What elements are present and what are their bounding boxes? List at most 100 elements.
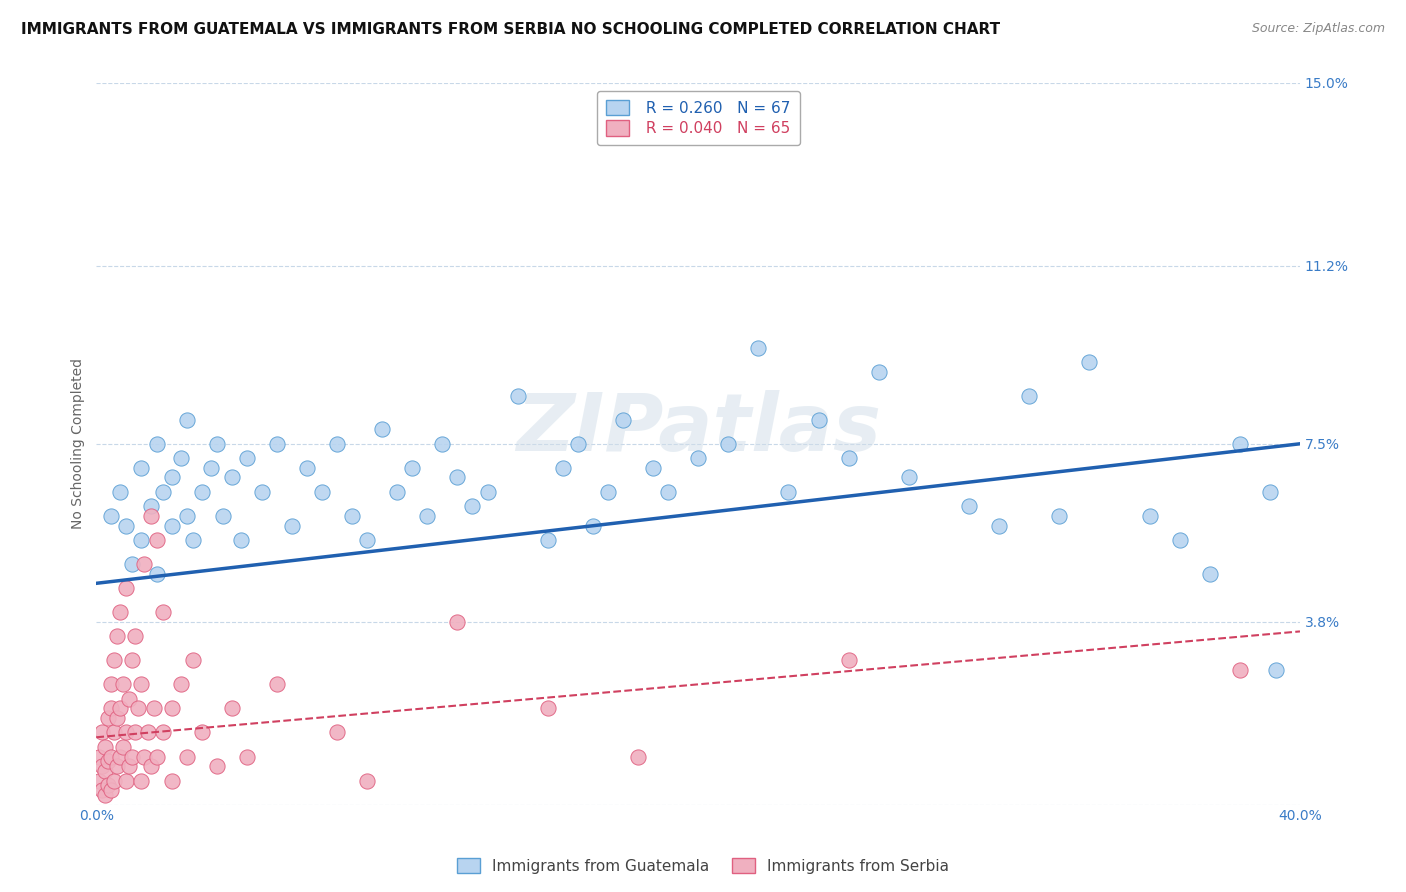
- Point: [897, 470, 920, 484]
- Point: [97, 754, 120, 768]
- Point: [567, 437, 589, 451]
- Point: [627, 749, 650, 764]
- Point: [97, 778, 120, 792]
- Point: [205, 437, 228, 451]
- Point: [221, 470, 243, 484]
- Point: [121, 749, 143, 764]
- Point: [582, 518, 605, 533]
- Point: [115, 725, 138, 739]
- Point: [160, 518, 183, 533]
- Point: [176, 749, 198, 764]
- Point: [446, 615, 468, 629]
- Point: [169, 451, 191, 466]
- Point: [131, 460, 153, 475]
- Point: [221, 701, 243, 715]
- Point: [250, 484, 273, 499]
- Point: [115, 773, 138, 788]
- Point: [838, 653, 860, 667]
- Point: [311, 484, 333, 499]
- Point: [356, 773, 378, 788]
- Point: [387, 484, 409, 499]
- Point: [446, 470, 468, 484]
- Point: [957, 500, 980, 514]
- Point: [1047, 508, 1070, 523]
- Point: [100, 508, 122, 523]
- Point: [211, 508, 233, 523]
- Point: [1229, 437, 1251, 451]
- Point: [160, 773, 183, 788]
- Point: [190, 484, 212, 499]
- Legend:  R = 0.260   N = 67,  R = 0.040   N = 65: R = 0.260 N = 67, R = 0.040 N = 65: [596, 91, 800, 145]
- Point: [145, 437, 167, 451]
- Point: [1264, 663, 1286, 677]
- Point: [127, 701, 149, 715]
- Point: [506, 389, 529, 403]
- Point: [641, 460, 664, 475]
- Point: [134, 749, 156, 764]
- Point: [747, 341, 769, 355]
- Point: [103, 725, 125, 739]
- Point: [139, 508, 162, 523]
- Point: [176, 508, 198, 523]
- Point: [401, 460, 423, 475]
- Point: [356, 533, 378, 547]
- Point: [110, 484, 132, 499]
- Point: [107, 629, 129, 643]
- Point: [176, 413, 198, 427]
- Point: [100, 783, 122, 797]
- Point: [91, 783, 114, 797]
- Point: [1018, 389, 1040, 403]
- Point: [838, 451, 860, 466]
- Point: [596, 484, 619, 499]
- Point: [97, 711, 120, 725]
- Point: [657, 484, 679, 499]
- Y-axis label: No Schooling Completed: No Schooling Completed: [72, 359, 86, 529]
- Point: [1139, 508, 1161, 523]
- Point: [89, 749, 111, 764]
- Point: [107, 711, 129, 725]
- Point: [229, 533, 252, 547]
- Point: [121, 653, 143, 667]
- Point: [145, 566, 167, 581]
- Point: [118, 691, 141, 706]
- Point: [121, 557, 143, 571]
- Point: [112, 677, 135, 691]
- Point: [340, 508, 363, 523]
- Point: [416, 508, 439, 523]
- Point: [236, 451, 259, 466]
- Point: [112, 739, 135, 754]
- Point: [139, 759, 162, 773]
- Point: [107, 759, 129, 773]
- Point: [295, 460, 318, 475]
- Point: [371, 422, 394, 436]
- Point: [266, 677, 288, 691]
- Text: IMMIGRANTS FROM GUATEMALA VS IMMIGRANTS FROM SERBIA NO SCHOOLING COMPLETED CORRE: IMMIGRANTS FROM GUATEMALA VS IMMIGRANTS …: [21, 22, 1000, 37]
- Point: [868, 365, 890, 379]
- Point: [145, 533, 167, 547]
- Point: [717, 437, 740, 451]
- Point: [461, 500, 484, 514]
- Point: [612, 413, 634, 427]
- Point: [100, 749, 122, 764]
- Point: [152, 484, 174, 499]
- Point: [115, 581, 138, 595]
- Point: [94, 788, 117, 802]
- Point: [807, 413, 830, 427]
- Point: [169, 677, 191, 691]
- Point: [688, 451, 710, 466]
- Point: [988, 518, 1011, 533]
- Point: [142, 701, 165, 715]
- Point: [139, 500, 162, 514]
- Point: [131, 773, 153, 788]
- Point: [103, 773, 125, 788]
- Point: [181, 653, 204, 667]
- Point: [89, 773, 111, 788]
- Point: [152, 725, 174, 739]
- Point: [110, 605, 132, 619]
- Text: Source: ZipAtlas.com: Source: ZipAtlas.com: [1251, 22, 1385, 36]
- Point: [477, 484, 499, 499]
- Point: [124, 725, 146, 739]
- Point: [281, 518, 304, 533]
- Point: [537, 701, 560, 715]
- Point: [136, 725, 159, 739]
